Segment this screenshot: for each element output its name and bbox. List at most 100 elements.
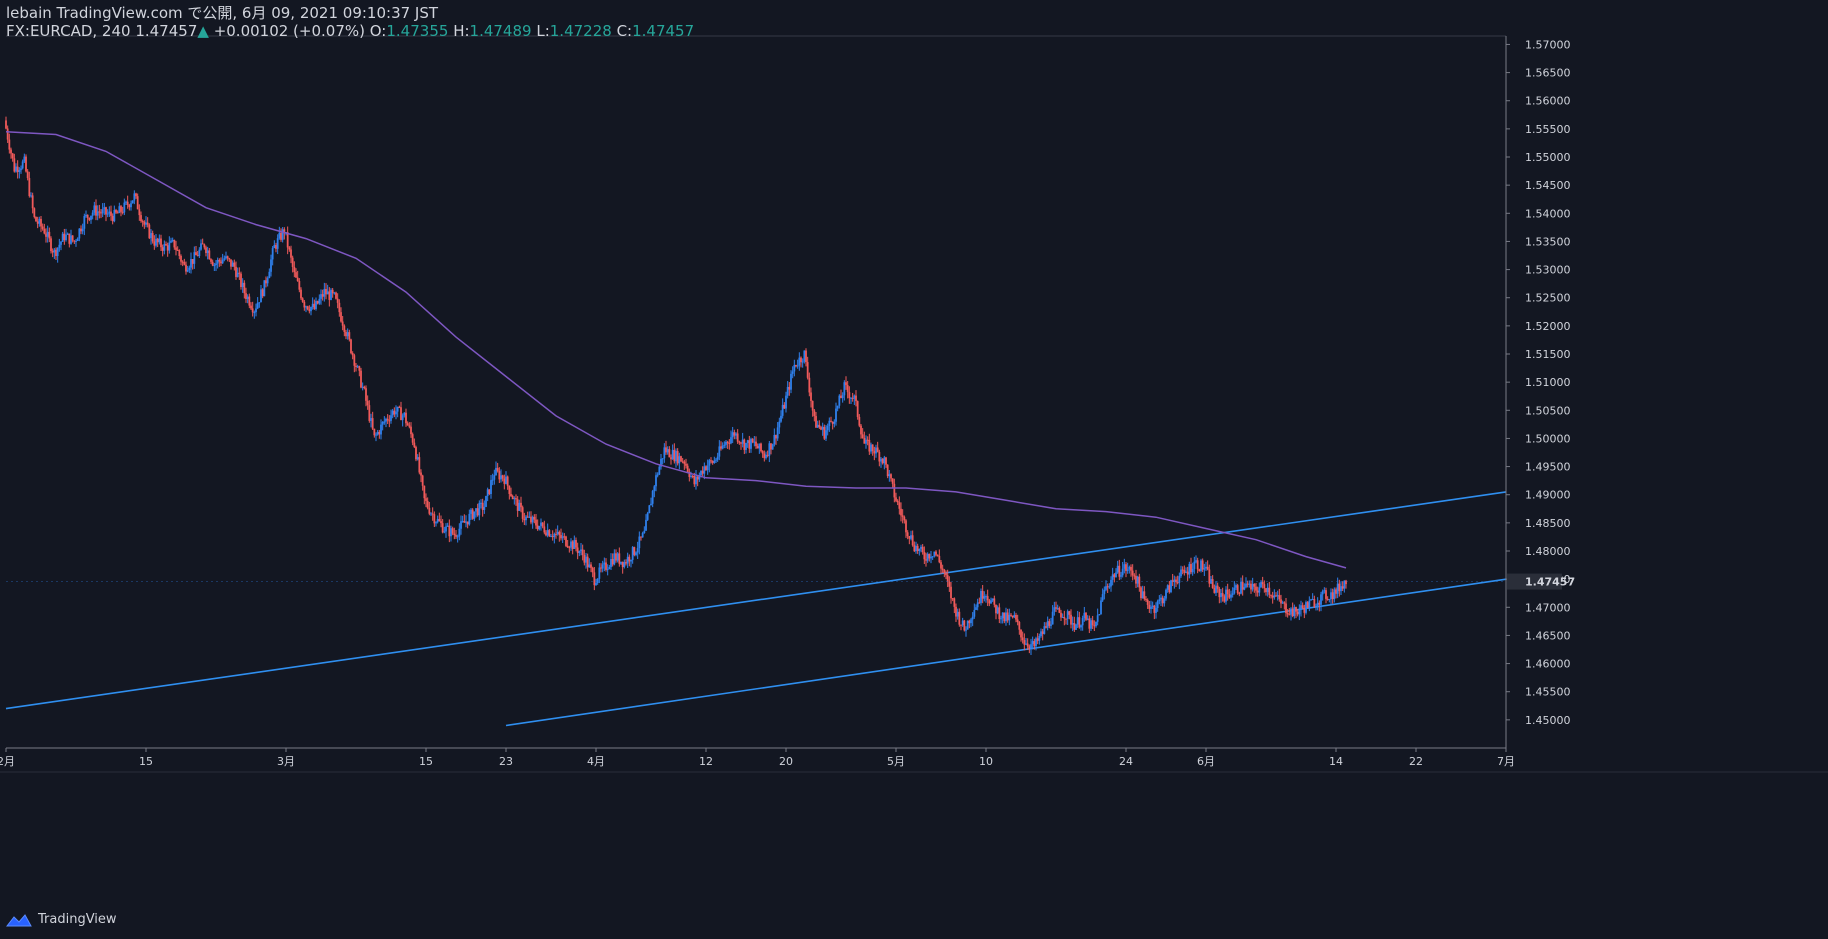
candle-body — [250, 305, 252, 309]
candle-body — [526, 516, 529, 518]
candle-body — [825, 430, 827, 439]
candle-body — [831, 421, 834, 424]
candle-body — [608, 567, 611, 569]
candle-body — [1108, 586, 1111, 588]
candle-body — [761, 451, 764, 454]
time-tick-label: 15 — [419, 755, 433, 768]
candle-body — [850, 397, 852, 399]
candle-body — [1006, 612, 1009, 621]
candle-body — [1105, 586, 1107, 590]
candle-body — [1291, 608, 1294, 617]
candle-body — [411, 434, 414, 443]
candle-body — [40, 218, 42, 227]
candle-body — [653, 486, 656, 491]
candle-body — [568, 547, 571, 549]
candle-body — [796, 365, 799, 367]
ohlc-row: FX:EURCAD, 240 1.47457▲ +0.00102 (+0.07%… — [6, 22, 694, 40]
candle-body — [598, 567, 601, 579]
candle-body — [150, 233, 152, 239]
candle-body — [15, 166, 17, 172]
candle-body — [208, 250, 211, 260]
candle-body — [176, 249, 179, 251]
price-tick-label: 1.49500 — [1525, 461, 1571, 474]
candle-body — [1233, 587, 1236, 594]
candle-body — [723, 444, 726, 446]
candle-body — [600, 567, 602, 569]
candle-body — [1083, 612, 1086, 619]
candle-body — [1055, 607, 1057, 609]
last-price-label: 1.47457 — [1525, 576, 1575, 589]
candle-body — [693, 475, 696, 485]
candle-body — [218, 259, 221, 262]
candle-body — [973, 609, 976, 617]
candle-body — [421, 475, 424, 486]
candle-body — [8, 139, 11, 150]
candle-body — [715, 459, 717, 461]
candle-body — [1111, 574, 1114, 580]
candle-body — [300, 289, 302, 299]
candle-body — [780, 415, 782, 422]
candle-body — [1341, 586, 1344, 589]
price-tick-label: 1.48500 — [1525, 517, 1571, 530]
candle-body — [703, 466, 706, 474]
candle-body — [358, 366, 361, 371]
candle-body — [1221, 593, 1224, 597]
candle-body — [60, 241, 62, 245]
candle-body — [288, 247, 291, 250]
candle-body — [845, 382, 847, 386]
candle-body — [1076, 617, 1079, 625]
candle-body — [415, 447, 417, 460]
candle-body — [1253, 583, 1256, 587]
symbol-label[interactable]: FX:EURCAD, 240 — [6, 22, 131, 40]
price-tick-label: 1.55500 — [1525, 123, 1571, 136]
candle-body — [663, 447, 666, 459]
candle-body — [33, 208, 36, 218]
candle-body — [805, 350, 807, 363]
candle-body — [1283, 602, 1286, 604]
candle-body — [486, 489, 489, 497]
candle-body — [576, 547, 579, 553]
candle-body — [688, 471, 691, 477]
candle-body — [1041, 631, 1044, 634]
candle-body — [875, 447, 877, 454]
candle-body — [385, 418, 387, 422]
candle-body — [691, 475, 694, 477]
candle-body — [718, 446, 721, 457]
candle-body — [553, 533, 556, 538]
candle-body — [871, 444, 874, 452]
candle-body — [666, 449, 669, 453]
candle-body — [708, 460, 711, 466]
candle-body — [453, 533, 456, 536]
candle-body — [758, 443, 761, 449]
time-tick-label: 6月 — [1197, 755, 1215, 768]
candle-body — [330, 289, 332, 300]
candle-body — [383, 421, 386, 423]
candle-body — [776, 427, 779, 439]
candle-body — [670, 457, 672, 460]
candle-body — [806, 362, 809, 378]
candle-body — [763, 453, 766, 459]
candle-body — [581, 549, 584, 556]
candle-body — [1048, 621, 1051, 626]
candle-body — [955, 606, 957, 617]
candle-body — [1278, 595, 1281, 600]
chart-header: lebain TradingView.com で公開, 6月 09, 2021 … — [6, 4, 694, 40]
candle-body — [870, 444, 872, 452]
candle-body — [1268, 587, 1271, 595]
candle-body — [473, 511, 476, 519]
candle-body — [1330, 592, 1332, 599]
candle-body — [1313, 599, 1316, 608]
candle-body — [151, 233, 154, 242]
candle-body — [1316, 602, 1319, 606]
candle-body — [153, 241, 156, 246]
candle-body — [1165, 589, 1167, 599]
candle-body — [695, 476, 697, 485]
candle-body — [1265, 588, 1267, 593]
price-tick-label: 1.55000 — [1525, 151, 1571, 164]
candle-body — [235, 266, 237, 277]
candle-body — [560, 535, 562, 539]
candle-body — [1310, 599, 1312, 601]
candle-body — [555, 533, 557, 535]
candle-body — [181, 261, 184, 263]
